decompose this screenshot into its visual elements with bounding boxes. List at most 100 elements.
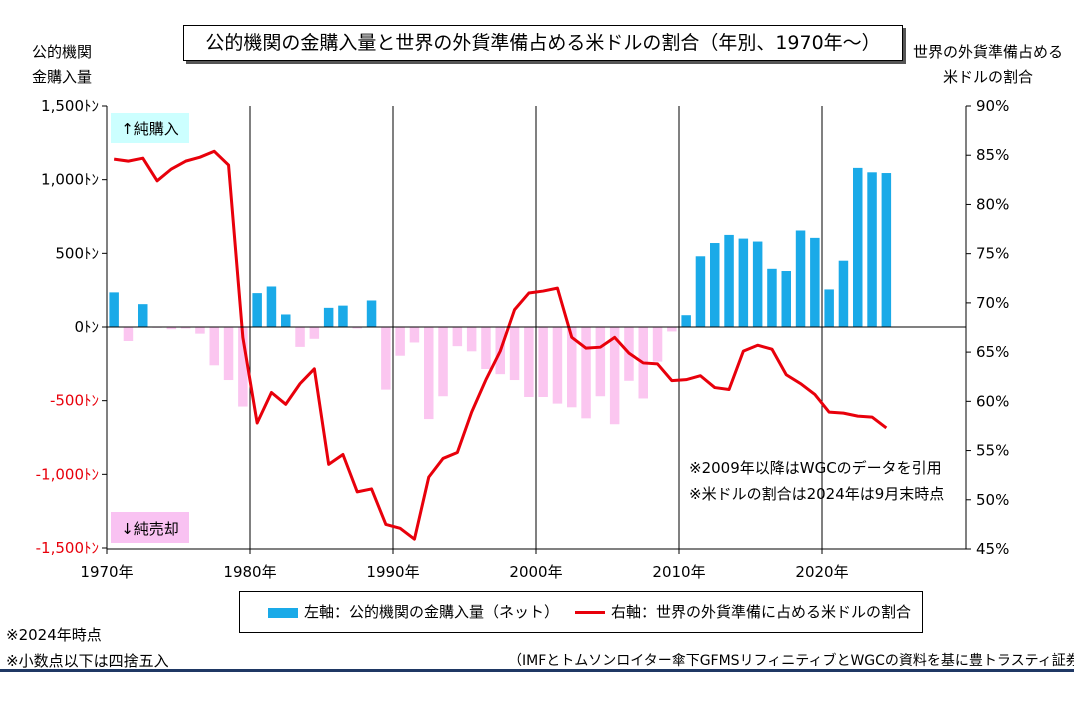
- bar-2010: [681, 315, 691, 327]
- bar-1984: [309, 327, 320, 339]
- line-series-layer: [113, 149, 888, 541]
- bar-1994: [452, 327, 463, 347]
- bar-2011: [695, 256, 706, 327]
- right-tick-label: 70%: [976, 294, 1009, 312]
- source-credit: （IMFとトムソンロイター傘下GFMSリフィニティブとWGCの資料を基に豊トラス…: [508, 653, 1074, 669]
- chart-notes: ※2009年以降はWGCのデータを引用 ※米ドルの割合は2024年は9月末時点: [689, 455, 944, 507]
- right-tick-label: 90%: [976, 97, 1009, 115]
- right-tick-label: 50%: [976, 491, 1009, 509]
- bar-1989: [381, 327, 391, 390]
- bar-2005: [609, 327, 620, 425]
- bar-2004: [595, 327, 606, 397]
- bar-1985: [323, 307, 334, 327]
- bottom-rule: [0, 669, 1074, 672]
- bar-2018: [795, 230, 806, 327]
- x-tick-label: 2010年: [652, 563, 705, 581]
- bar-1988: [366, 300, 377, 327]
- bar-2024: [881, 173, 892, 327]
- bar-1978: [223, 327, 234, 381]
- bar-1992: [424, 327, 434, 420]
- left-tick-label: 0ﾄﾝ: [74, 318, 99, 336]
- legend-swatch-bars: [268, 607, 298, 618]
- bar-2020: [824, 289, 834, 327]
- bar-2012: [710, 243, 720, 327]
- bar-2002: [567, 327, 577, 408]
- gold-purchase-usd-share-chart: 1,500ﾄﾝ 1,000ﾄﾝ 500ﾄﾝ 0ﾄﾝ -500ﾄﾝ -1,000ﾄﾝ -1,5…: [36, 97, 1010, 581]
- bar-2009: [667, 327, 677, 332]
- bar-2008: [652, 327, 663, 362]
- footnote-as-of-2024: ※2024年時点: [6, 626, 102, 644]
- net-buy-label: ↑純購入: [121, 120, 179, 138]
- bar-1991: [409, 327, 420, 343]
- x-tick-label: 2020年: [795, 563, 848, 581]
- footnote-rounding: ※小数点以下は四捨五入: [6, 652, 169, 670]
- bar-1975: [180, 327, 191, 329]
- net-sell-label: ↓純売却: [121, 520, 179, 538]
- right-tick-label: 80%: [976, 195, 1009, 213]
- right-tick-label: 55%: [976, 442, 1009, 460]
- bar-1980: [252, 293, 262, 327]
- net-buy-box: [111, 113, 189, 143]
- right-tick-label: 75%: [976, 245, 1009, 263]
- x-tick-label: 2000年: [509, 563, 562, 581]
- left-tick-label: 1,500ﾄﾝ: [41, 97, 99, 115]
- bar-1996: [481, 327, 491, 369]
- bar-1995: [466, 327, 477, 352]
- bar-2023: [867, 172, 877, 327]
- right-axis-label-line1: 世界の外貨準備占める: [912, 43, 1063, 61]
- bar-1998: [509, 327, 520, 381]
- left-axis-label-line2: 金購入量: [31, 68, 92, 86]
- left-tick-label: -1,000ﾄﾝ: [36, 465, 99, 483]
- x-tick-label: 1980年: [223, 563, 276, 581]
- axis-layer: 1,500ﾄﾝ 1,000ﾄﾝ 500ﾄﾝ 0ﾄﾝ -500ﾄﾝ -1,000ﾄﾝ -1,5…: [36, 97, 1010, 581]
- chart-title: 公的機関の金購入量と世界の外貨準備占める米ドルの割合（年別、1970年～）: [183, 25, 903, 61]
- bar-1974: [166, 327, 177, 330]
- bar-1990: [395, 327, 405, 356]
- left-axis-label: 公的機関 金購入量: [22, 40, 102, 90]
- left-axis-label-line1: 公的機関: [31, 43, 92, 61]
- bar-1981: [266, 286, 277, 327]
- net-sell-box: [111, 512, 189, 543]
- bar-2000: [538, 327, 548, 397]
- bar-2001: [552, 327, 563, 404]
- bar-1999: [524, 327, 534, 397]
- bar-1982: [281, 314, 291, 327]
- bar-2014: [738, 238, 749, 327]
- right-tick-label: 45%: [976, 540, 1009, 558]
- bar-1993: [438, 327, 448, 397]
- right-tick-label: 60%: [976, 392, 1009, 410]
- bar-1970: [109, 292, 119, 327]
- left-tick-label: 1,000ﾄﾝ: [41, 171, 99, 189]
- note-wgc-data: ※2009年以降はWGCのデータを引用: [689, 459, 942, 477]
- bar-1972: [138, 304, 148, 327]
- bar-1971: [123, 327, 134, 341]
- bar-1986: [338, 305, 348, 327]
- note-usd-share-2024: ※米ドルの割合は2024年は9月末時点: [689, 485, 945, 503]
- bar-2021: [838, 260, 849, 327]
- annotation-layer: ↑純購入 ↓純売却: [111, 113, 189, 543]
- left-tick-label: -1,500ﾄﾝ: [36, 539, 99, 557]
- legend-label-bars: 左軸：公的機関の金購入量（ネット）: [304, 603, 560, 621]
- right-tick-label: 85%: [976, 146, 1009, 164]
- right-tick-label: 65%: [976, 343, 1009, 361]
- right-axis-label-line2: 米ドルの割合: [942, 68, 1033, 86]
- legend-label-line: 右軸：世界の外貨準備に占める米ドルの割合: [611, 603, 912, 621]
- usd-share-line: [113, 149, 888, 541]
- bar-1976: [195, 327, 205, 334]
- x-tick-label: 1990年: [366, 563, 419, 581]
- x-tick-label: 1970年: [80, 563, 133, 581]
- bar-1987: [352, 327, 362, 329]
- left-tick-label: 500ﾄﾝ: [55, 244, 99, 262]
- legend-item-bars: 左軸：公的機関の金購入量（ネット）: [268, 592, 559, 632]
- legend-swatch-line: [575, 611, 605, 614]
- bar-2017: [781, 271, 791, 327]
- right-axis-label: 世界の外貨準備占める 米ドルの割合: [908, 40, 1068, 90]
- bar-2003: [581, 327, 591, 419]
- left-tick-label: -500ﾄﾝ: [50, 392, 99, 410]
- bar-1979: [238, 327, 248, 407]
- bar-series-layer: [109, 167, 892, 425]
- bar-2013: [724, 234, 734, 327]
- bar-2016: [767, 268, 777, 327]
- legend: 左軸：公的機関の金購入量（ネット） 右軸：世界の外貨準備に占める米ドルの割合: [239, 591, 923, 633]
- bar-1977: [209, 327, 219, 366]
